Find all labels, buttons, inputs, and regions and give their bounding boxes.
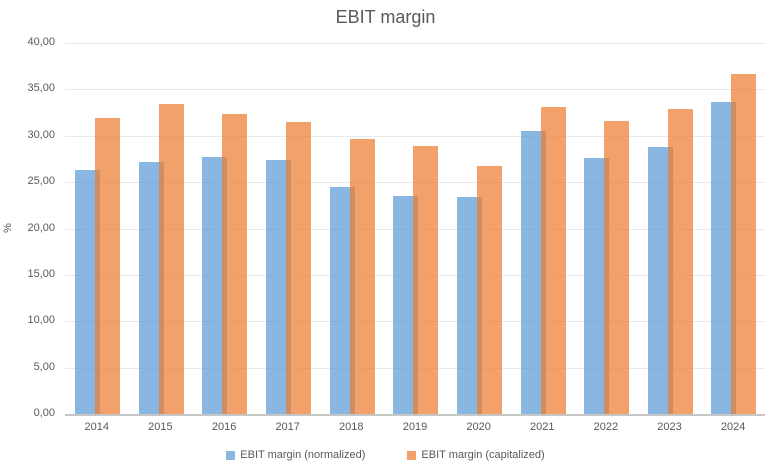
bar-capitalized-2017: [285, 121, 311, 414]
x-axis: 2014 2015 2016 2017 2018 2019 2020 2021 2022 2023…: [65, 421, 765, 437]
gridline: [65, 43, 765, 44]
bar-capitalized-2021: [540, 107, 566, 414]
gridline: [65, 89, 765, 91]
y-tick-label: 15,00: [27, 267, 55, 280]
legend-label: EBIT margin (capitalized): [421, 449, 545, 461]
legend-item-normalized: EBIT margin (normalized): [226, 449, 365, 461]
x-tick-label: 2018: [339, 421, 364, 433]
bar-capitalized-2014: [95, 118, 120, 414]
x-tick-label: 2019: [402, 421, 428, 433]
x-tick-label: 2021: [530, 421, 555, 433]
bar-capitalized-2018: [349, 138, 375, 414]
y-tick-label: 0,00: [33, 407, 55, 419]
bar-capitalized-2024: [731, 73, 757, 414]
bar-capitalized-2015: [158, 104, 184, 414]
x-tick-label: 2017: [275, 421, 300, 433]
legend-item-capitalized: EBIT margin (capitalized): [407, 449, 545, 461]
x-tick-label: 2023: [657, 421, 682, 433]
bar-capitalized-2023: [667, 108, 693, 414]
y-tick-label: 5,00: [33, 360, 55, 373]
legend-marker-icon: [226, 450, 236, 460]
x-tick-label: 2016: [211, 421, 237, 433]
x-tick-label: 2014: [84, 421, 110, 433]
plot-area: [65, 43, 765, 416]
bar-capitalized-2016: [222, 113, 248, 414]
legend: EBIT margin (normalized) EBIT margin (cap…: [0, 449, 771, 461]
y-tick-label: 20,00: [27, 221, 55, 234]
x-tick-label: 2015: [148, 421, 173, 433]
gridline: [65, 135, 765, 137]
chart-title: EBIT margin: [335, 7, 436, 27]
y-tick-label: 30,00: [27, 128, 55, 141]
y-axis: 0,00 5,00 10,00 15,00 20,00 25,00 30,00 35,00 40…: [0, 36, 55, 419]
legend-label: EBIT margin (normalized): [240, 449, 366, 461]
y-tick-label: 25,00: [27, 175, 55, 188]
x-tick-label: 2022: [593, 421, 619, 433]
x-tick-label: 2020: [466, 421, 491, 433]
y-tick-label: 10,00: [27, 314, 55, 327]
bar-capitalized-2022: [604, 120, 630, 414]
y-tick-label: 40,00: [27, 36, 55, 48]
bar-capitalized-2019: [413, 146, 439, 414]
bar-capitalized-2020: [476, 166, 502, 414]
x-tick-label: 2024: [720, 421, 746, 433]
y-tick-label: 35,00: [27, 82, 55, 95]
legend-marker-icon: [407, 450, 417, 460]
